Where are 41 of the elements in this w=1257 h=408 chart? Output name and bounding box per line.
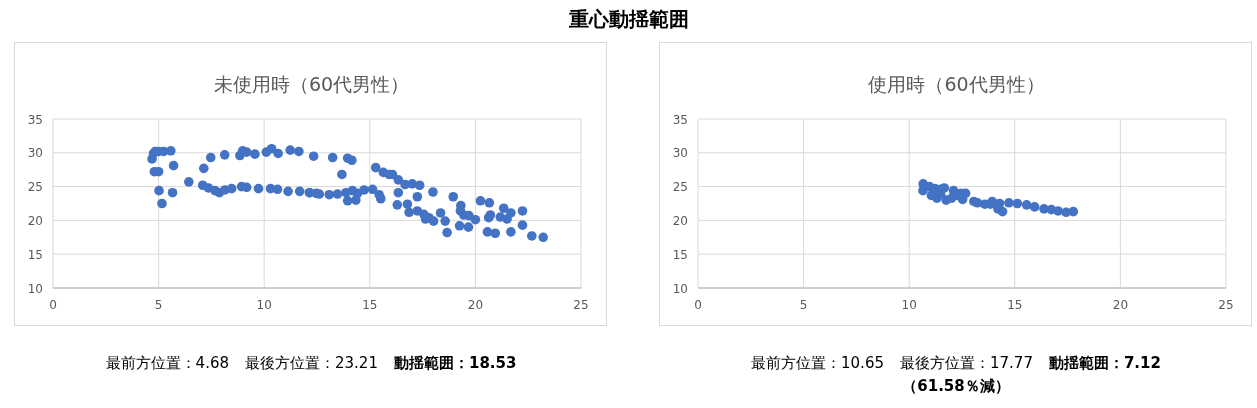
y-tick-label: 30 [27,146,43,161]
x-tick-label: 20 [467,298,484,312]
y-tick-label: 20 [672,213,688,228]
y-tick-label: 10 [672,281,688,296]
point [1004,198,1014,208]
text: （61.58％減） [902,377,1010,395]
y-tick-label: 30 [672,146,688,161]
text: 動揺範囲：18.53 [393,354,517,372]
x-tick-label: 10 [901,298,917,312]
text: 動揺範囲：7.12 [1048,354,1161,372]
x-tick-label: 0 [694,298,702,312]
text: 最後方位置：23.21 [245,354,378,372]
x-tick-label: 25 [1218,298,1234,312]
x-tick-label: 15 [362,298,378,312]
text: 最後方位置：17.77 [899,354,1033,372]
chart-title: 未使用時（60代男性） [213,73,410,95]
point [1021,200,1032,210]
y-tick-label: 15 [672,247,688,262]
y-tick-label: 25 [27,180,43,195]
point [1053,206,1063,216]
text: 最前方位置：10.65 [751,354,884,372]
x-tick-label: 25 [573,298,589,312]
point [1012,198,1023,209]
y-tick-label: 10 [27,281,43,296]
x-tick-label: 10 [256,298,272,312]
x-tick-label: 0 [49,298,57,312]
y-tick-label: 35 [672,112,688,127]
y-tick-label: 25 [672,180,688,195]
x-tick-label: 15 [1007,298,1023,312]
y-tick-label: 15 [27,247,43,262]
point [997,206,1008,217]
x-tick-label: 5 [154,298,163,312]
x-tick-label: 20 [1112,298,1129,312]
chart-title: 使用時（60代男性） [868,73,1045,95]
text: 重心動揺範囲 [567,6,690,33]
point [1068,206,1079,217]
y-tick-label: 20 [27,213,43,228]
x-tick-label: 5 [799,298,808,312]
point [1029,202,1040,212]
y-tick-label: 35 [27,112,43,127]
text: 最前方位置：4.68 [105,354,229,372]
